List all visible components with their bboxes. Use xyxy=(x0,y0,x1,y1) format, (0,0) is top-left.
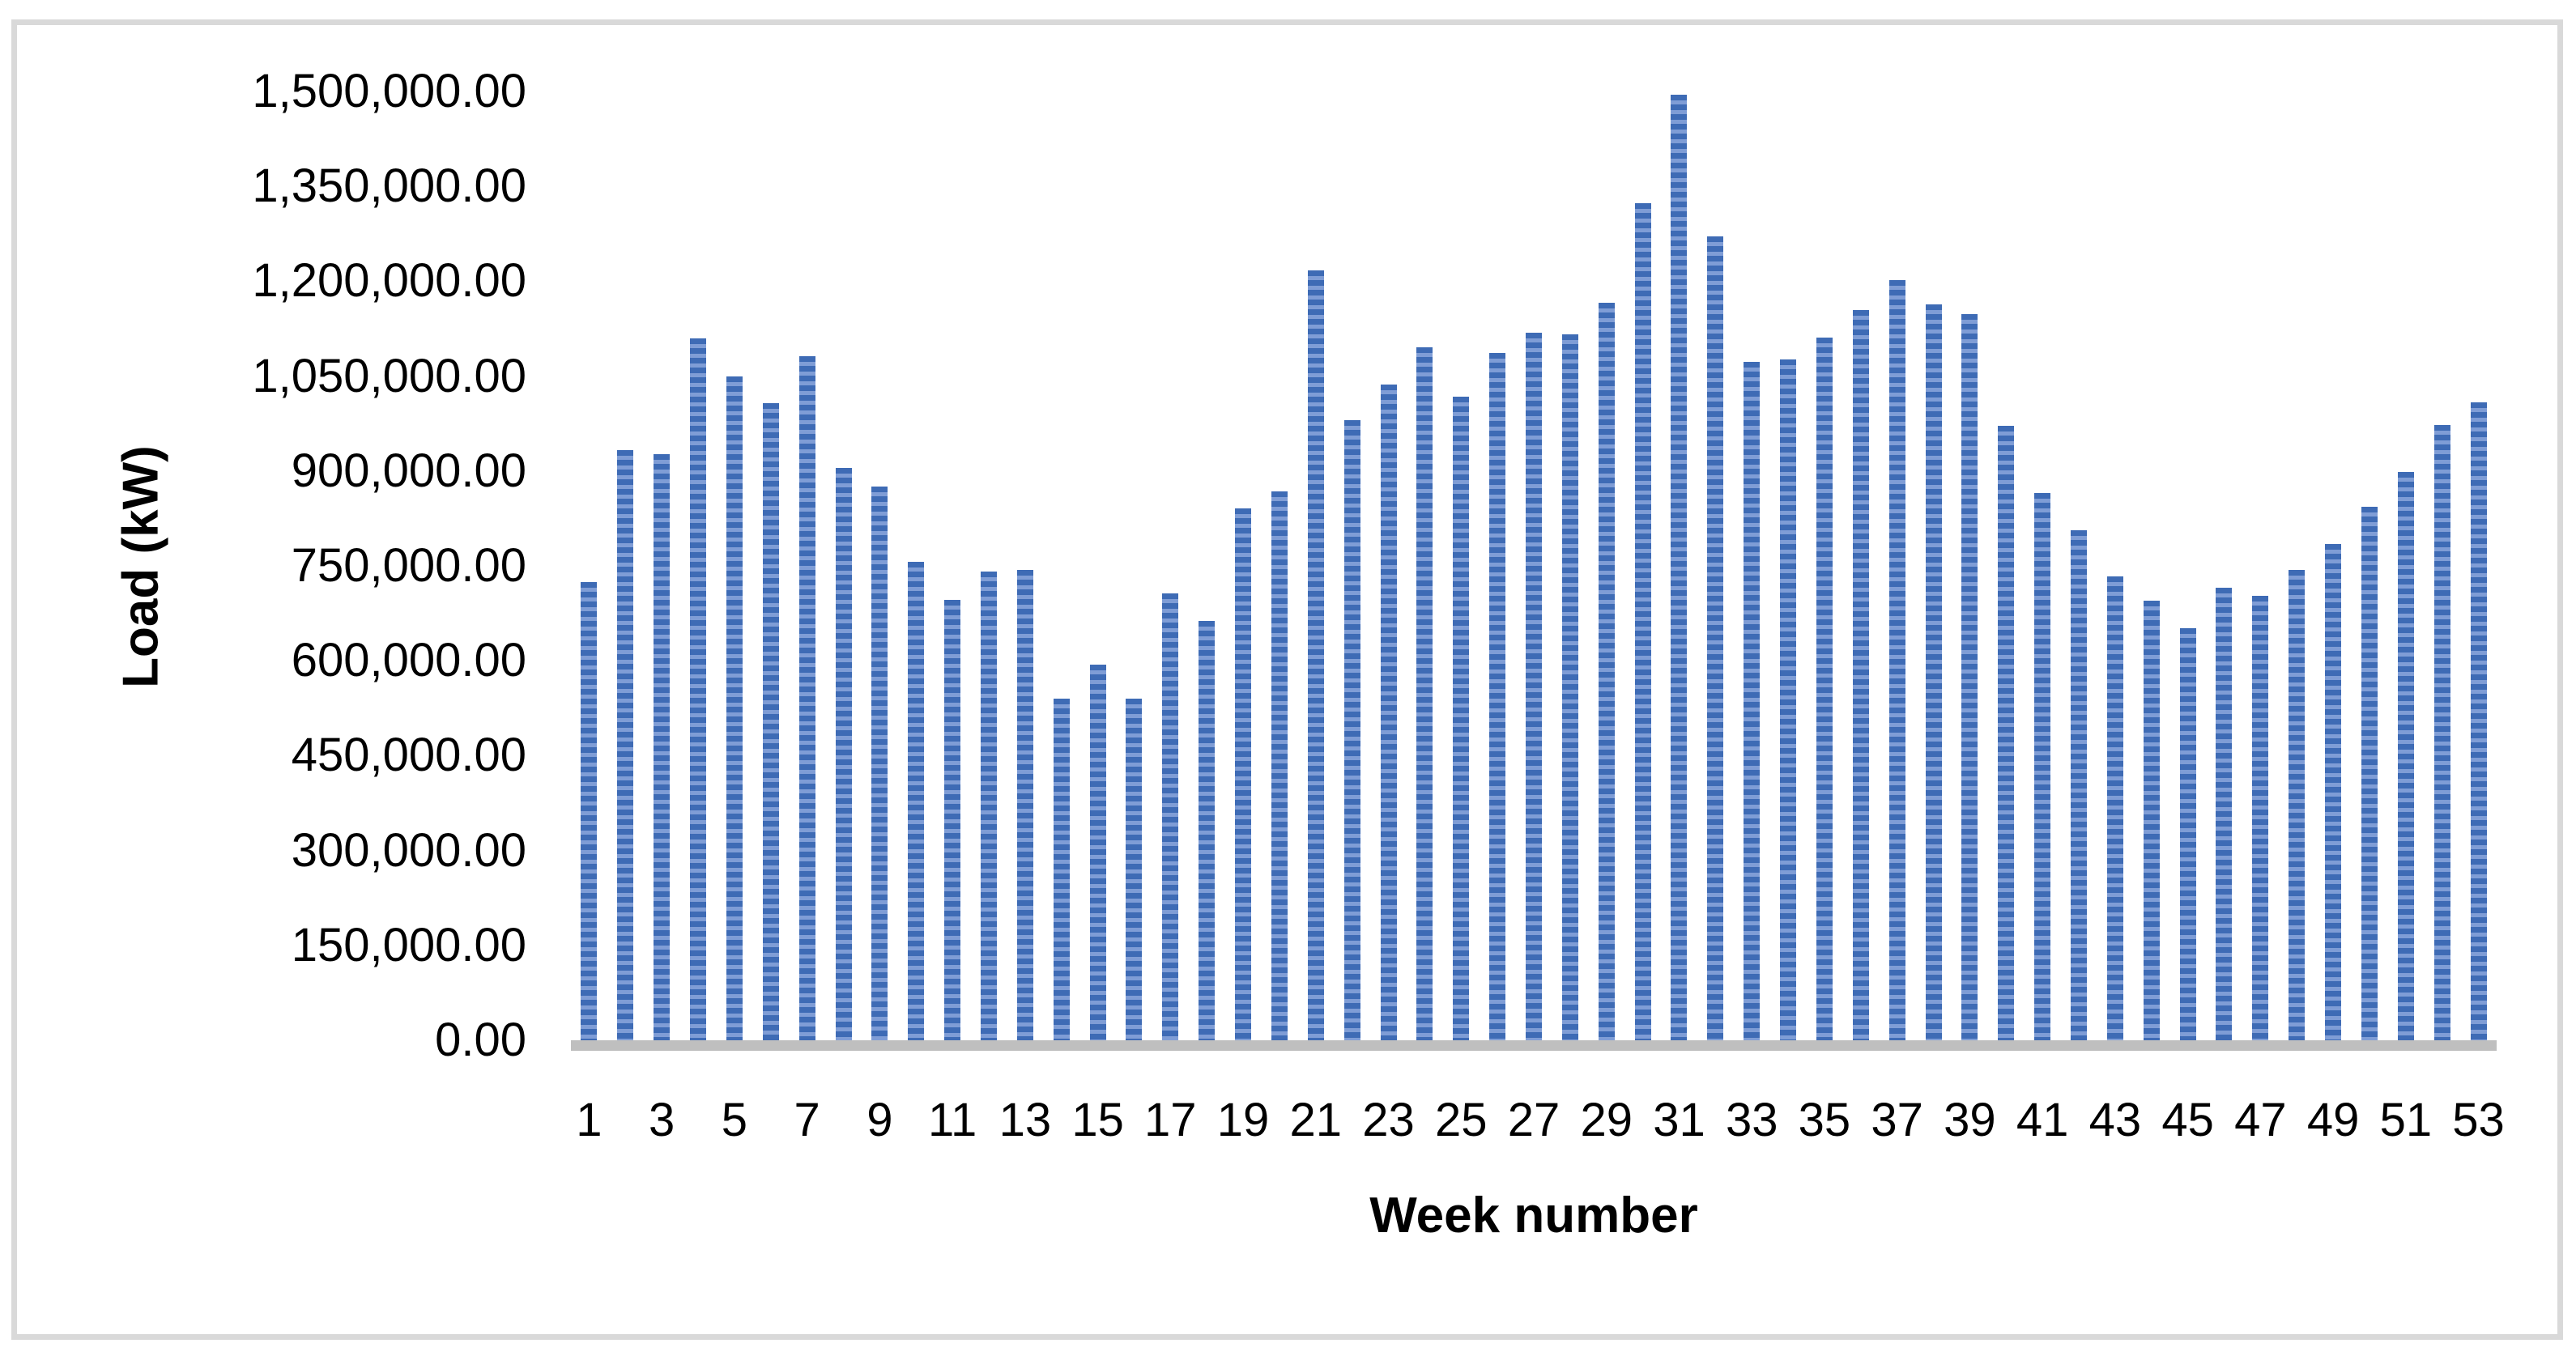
bar-week-25 xyxy=(1453,396,1470,1040)
x-axis-tick-label: 7 xyxy=(794,1094,820,1146)
y-axis-tick-label: 1,500,000.00 xyxy=(252,65,526,117)
bar-week-51 xyxy=(2397,471,2414,1040)
x-axis-tick-label: 49 xyxy=(2306,1094,2360,1146)
x-axis-tick-label: 53 xyxy=(2452,1094,2505,1146)
bar-week-39 xyxy=(1961,314,1978,1040)
bar-week-34 xyxy=(1780,359,1797,1040)
x-axis-tick-label: 11 xyxy=(928,1094,977,1146)
bar-week-7 xyxy=(798,356,815,1040)
x-axis-tick-label: 51 xyxy=(2379,1094,2433,1146)
y-axis-tick-label: 1,350,000.00 xyxy=(252,159,526,213)
bar-week-37 xyxy=(1888,279,1905,1040)
x-axis-tick-label: 23 xyxy=(1362,1094,1415,1146)
bar-week-18 xyxy=(1199,620,1216,1040)
bar-week-10 xyxy=(908,561,925,1040)
x-axis-title: Week number xyxy=(1369,1188,1698,1243)
bar-week-13 xyxy=(1016,569,1033,1040)
x-axis-tick-label: 43 xyxy=(2088,1094,2142,1146)
bar-week-40 xyxy=(1998,426,2015,1040)
bar-week-53 xyxy=(2470,402,2487,1040)
bar-week-26 xyxy=(1489,353,1506,1040)
x-axis-tick-label: 41 xyxy=(2016,1094,2069,1146)
bar-week-14 xyxy=(1053,699,1070,1040)
x-axis-tick-label: 5 xyxy=(721,1094,748,1146)
bar-week-35 xyxy=(1816,337,1833,1040)
x-axis-tick-label: 47 xyxy=(2234,1094,2287,1146)
bar-week-32 xyxy=(1707,236,1724,1040)
bar-week-22 xyxy=(1343,420,1360,1040)
x-axis-tick-label: 9 xyxy=(866,1094,893,1146)
y-axis-tick-label: 1,200,000.00 xyxy=(252,254,526,308)
x-axis-tick-label: 27 xyxy=(1507,1094,1561,1146)
bar-week-1 xyxy=(581,581,598,1040)
bar-week-48 xyxy=(2289,569,2306,1040)
bar-week-38 xyxy=(1925,304,1942,1040)
bar-week-50 xyxy=(2361,506,2378,1040)
x-axis-tick-label: 39 xyxy=(1944,1094,1996,1146)
bar-week-4 xyxy=(690,338,707,1040)
bar-week-46 xyxy=(2216,588,2233,1040)
x-axis-tick-label: 45 xyxy=(2161,1094,2214,1146)
bar-week-27 xyxy=(1526,333,1542,1040)
bar-week-45 xyxy=(2179,627,2196,1040)
x-axis-tick-label: 25 xyxy=(1434,1094,1488,1146)
x-axis-tick-label: 13 xyxy=(998,1094,1052,1146)
x-axis-tick-label: 19 xyxy=(1216,1094,1270,1146)
y-axis-tick-label: 750,000.00 xyxy=(291,539,526,592)
bar-week-5 xyxy=(726,376,743,1040)
bar-week-29 xyxy=(1598,302,1615,1040)
bar-week-20 xyxy=(1271,491,1288,1040)
y-axis-tick-label: 0.00 xyxy=(435,1014,526,1066)
bar-week-30 xyxy=(1634,202,1651,1040)
bar-week-36 xyxy=(1852,309,1869,1040)
x-axis-tick-label: 31 xyxy=(1653,1094,1705,1146)
y-axis-tick-label: 600,000.00 xyxy=(291,634,526,687)
bar-week-31 xyxy=(1671,94,1688,1040)
bar-week-28 xyxy=(1561,334,1578,1040)
x-axis-tick-label: 17 xyxy=(1144,1094,1197,1146)
bar-week-12 xyxy=(980,572,997,1040)
bar-week-33 xyxy=(1744,362,1761,1040)
bar-week-3 xyxy=(654,454,671,1040)
x-axis-tick-label: 37 xyxy=(1871,1094,1923,1146)
x-axis-tick-label: 29 xyxy=(1580,1094,1633,1146)
bar-week-2 xyxy=(617,450,634,1040)
bar-week-47 xyxy=(2252,595,2269,1040)
bar-week-21 xyxy=(1307,270,1324,1040)
bar-week-52 xyxy=(2433,424,2450,1040)
y-axis-tick-label: 150,000.00 xyxy=(291,918,526,971)
bar-week-11 xyxy=(944,600,961,1040)
bar-week-9 xyxy=(871,486,888,1040)
bar-week-15 xyxy=(1089,664,1106,1040)
bar-week-42 xyxy=(2071,530,2088,1040)
bar-week-43 xyxy=(2106,576,2123,1040)
bar-week-49 xyxy=(2325,544,2342,1040)
x-axis-tick-label: 15 xyxy=(1071,1094,1124,1146)
bar-week-6 xyxy=(762,403,779,1040)
x-axis-tick-label: 33 xyxy=(1725,1094,1778,1146)
bar-week-8 xyxy=(835,467,852,1040)
bar-week-44 xyxy=(2143,600,2160,1040)
y-axis-tick-label: 450,000.00 xyxy=(291,729,526,782)
y-axis-tick-label: 300,000.00 xyxy=(291,823,526,877)
x-axis-tick-label: 21 xyxy=(1289,1094,1343,1146)
bar-week-19 xyxy=(1235,508,1252,1040)
bar-week-16 xyxy=(1126,699,1143,1040)
y-axis-tick-label: 900,000.00 xyxy=(291,444,526,497)
x-axis-tick-label: 3 xyxy=(649,1094,675,1146)
bar-week-41 xyxy=(2034,493,2051,1040)
x-axis-line xyxy=(571,1040,2497,1051)
bar-week-24 xyxy=(1416,347,1433,1040)
x-axis-tick-label: 35 xyxy=(1798,1094,1851,1146)
y-axis-tick-label: 1,050,000.00 xyxy=(252,349,526,402)
bar-week-17 xyxy=(1162,593,1179,1040)
x-axis-tick-label: 1 xyxy=(576,1094,602,1146)
bar-week-23 xyxy=(1380,384,1397,1040)
